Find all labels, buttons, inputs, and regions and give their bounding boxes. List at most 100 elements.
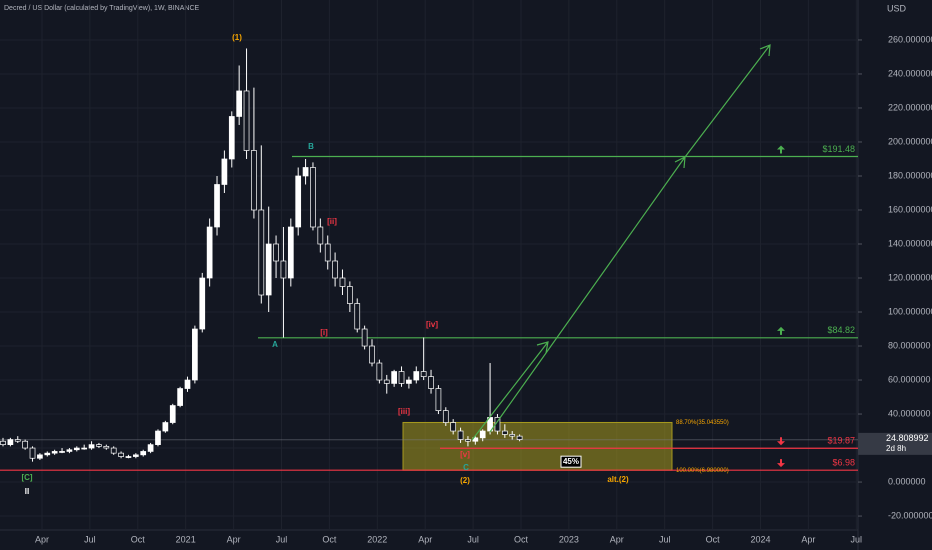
last-price-label: 24.808992 [886,433,929,443]
candle-body [376,362,383,381]
wave-label: [ii] [327,217,337,226]
wave-label: [i] [320,328,328,337]
candle-body [420,371,427,377]
fib-label: 100.00%(6.980000) [676,468,729,474]
wave-label: II [25,487,29,496]
wave-label: B [308,142,314,151]
candle-body [228,116,235,160]
y-tick-label: 140.000000 [888,238,932,248]
candle-body [132,454,139,457]
y-tick-label: 120.000000 [888,272,932,282]
candle-body [442,410,449,423]
candle-body [501,430,508,435]
candle-body [265,243,272,296]
arrow [684,44,771,158]
axis-title: USD [887,3,907,13]
level-label: $19.87 [827,436,855,446]
candle-body [516,435,523,440]
wave-label: A [272,340,278,349]
x-tick-label: Apr [35,534,49,544]
candle-body [273,243,279,262]
candle-body [7,439,14,445]
candle-body [479,430,486,439]
candle-body [192,328,198,381]
candle-body [147,444,154,452]
candle-body [177,388,183,406]
candle-body [221,158,228,185]
candle-body [251,150,257,211]
candle-body [59,451,65,453]
wave-label: (1) [232,33,242,42]
projection-arrows [471,44,771,441]
candle-body [280,260,287,279]
candle-body [457,430,464,440]
candle-body [339,277,346,287]
candle-body [206,226,213,279]
x-tick-label: Oct [706,534,721,544]
y-tick-label: 100.000000 [888,306,932,316]
fib-box [402,421,673,471]
candle-body [236,90,243,117]
candle-body [51,451,58,454]
candle-body [81,447,88,450]
y-tick-label: 200.000000 [888,136,932,146]
candle-body [369,345,375,364]
candle-body [22,440,28,449]
candle-body [450,422,457,432]
candle-body [184,379,191,389]
y-tick-label: 220.000000 [888,102,932,112]
level-arrow [777,145,785,154]
candle-body [162,422,169,432]
candle-body [88,444,95,449]
candle-body [406,379,412,384]
x-tick-label: Oct [322,534,337,544]
x-tick-label: Oct [131,534,146,544]
candle-body [118,452,124,457]
candle-body [96,444,102,447]
level-label: $84.82 [827,325,855,335]
x-tick-label: Apr [227,534,241,544]
candle-body [361,328,368,347]
candle-body [413,371,420,381]
level-label: $6.98 [832,458,855,468]
wave-label: [v] [460,450,470,459]
y-tick-label: 60.000000 [888,374,931,384]
candle-body [310,167,316,228]
candle-body [295,175,302,228]
level-arrow [777,326,785,335]
level-arrow [777,437,785,446]
y-tick-label: 240.000000 [888,68,932,78]
candle-body [398,371,405,384]
candle-body [169,405,176,423]
candle-body [317,226,324,245]
y-tick-label: 0.000000 [888,476,926,486]
countdown-label: 2d 8h [886,444,906,453]
wave-label: (2) [460,476,470,485]
candle-body [44,452,51,456]
candle-body [37,454,43,459]
x-tick-label: Apr [610,534,624,544]
wave-label: [C] [21,473,32,482]
candle-body [140,451,147,456]
level-label: $191.48 [822,144,855,154]
candle-body [287,226,294,279]
x-tick-label: 2022 [367,534,387,544]
x-tick-label: 2023 [559,534,579,544]
candle-body [0,440,6,445]
candle-body [125,456,132,458]
wave-label: alt.(2) [607,475,629,484]
candle-body [347,286,353,304]
y-tick-label: 80.000000 [888,340,931,350]
level-arrow [777,459,785,468]
candle-body [243,90,250,151]
candle-body [435,388,442,411]
candle-body [509,434,516,437]
candle-body [428,376,434,389]
x-tick-label: Jul [84,534,96,544]
x-tick-label: Jul [467,534,479,544]
wave-label: C [463,463,469,472]
candle-body [214,184,220,228]
x-tick-label: Apr [801,534,815,544]
candle-body [383,379,390,384]
candle-body [73,447,80,451]
